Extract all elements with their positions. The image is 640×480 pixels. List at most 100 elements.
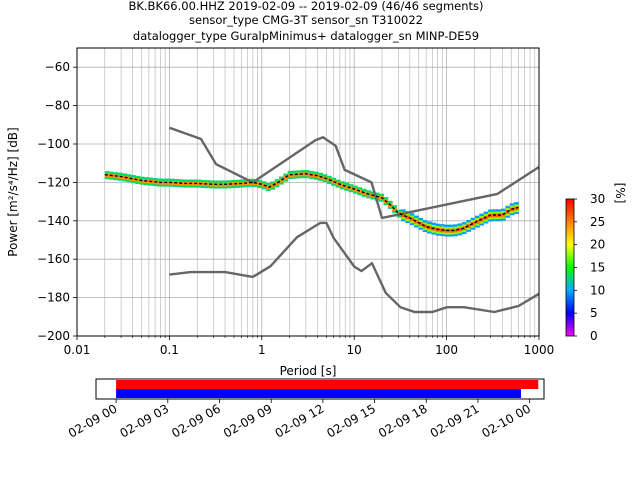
- histogram-cell: [309, 176, 315, 179]
- histogram-cell: [427, 227, 432, 230]
- histogram-cell: [287, 172, 293, 176]
- histogram-cell: [200, 179, 206, 183]
- histogram-cell: [466, 221, 472, 225]
- histogram-cell: [379, 197, 384, 200]
- histogram-cell: [479, 217, 485, 220]
- y-tick-label: −80: [45, 99, 70, 113]
- histogram-cell: [431, 224, 437, 227]
- histogram-cell: [278, 180, 284, 183]
- histogram-cell: [361, 190, 367, 193]
- histogram-cell: [501, 210, 506, 213]
- histogram-cell: [461, 225, 467, 229]
- histogram-cell: [339, 185, 345, 188]
- histogram-cell: [174, 184, 180, 188]
- histogram-cell: [261, 181, 267, 184]
- histogram-cell: [453, 226, 458, 229]
- histogram-cell: [309, 172, 315, 176]
- histogram-cell: [274, 179, 280, 182]
- histogram-cell: [396, 209, 402, 212]
- histogram-cell: [165, 178, 171, 181]
- histogram-cell: [418, 217, 424, 221]
- histogram-cell: [213, 180, 219, 183]
- histogram-cell: [161, 182, 167, 185]
- histogram-cell: [191, 185, 197, 188]
- histogram-cell: [196, 181, 202, 184]
- histogram-cell: [366, 194, 371, 197]
- histogram-cell: [239, 181, 245, 184]
- histogram-cell: [326, 179, 332, 183]
- histogram-cell: [509, 210, 515, 214]
- x-tick-label: 1000: [524, 343, 555, 357]
- histogram-cell: [431, 228, 437, 231]
- histogram-cell: [144, 177, 149, 180]
- histogram-cell: [479, 221, 485, 224]
- histogram-cell: [200, 181, 206, 185]
- histogram-cell: [157, 178, 162, 181]
- histogram-cell: [187, 181, 193, 184]
- histogram-cell: [370, 193, 376, 196]
- histogram-cell: [357, 191, 363, 194]
- histogram-cell: [161, 178, 167, 181]
- histogram-cell: [274, 184, 280, 188]
- y-tick-label: −160: [37, 252, 70, 266]
- histogram-cell: [178, 183, 184, 186]
- timeline-tick-label: 02-09 15: [324, 401, 378, 440]
- histogram-cell: [496, 213, 502, 216]
- histogram-cell: [191, 183, 197, 186]
- histogram-cell: [248, 182, 254, 185]
- histogram-cell: [113, 172, 119, 175]
- histogram-cell: [200, 183, 206, 187]
- histogram-cell: [440, 231, 445, 235]
- histogram-cell: [409, 215, 415, 218]
- histogram-cell: [379, 199, 384, 202]
- histogram-cell: [326, 177, 332, 181]
- histogram-cell: [309, 174, 315, 178]
- histogram-cell: [200, 185, 206, 188]
- histogram-cell: [418, 221, 424, 225]
- histogram-cell: [187, 185, 193, 188]
- title-line-1: BK.BK66.00.HHZ 2019-02-09 -- 2019-02-09 …: [128, 0, 483, 13]
- histogram-cell: [448, 232, 454, 235]
- histogram-cell: [261, 187, 267, 190]
- histogram-cell: [400, 215, 406, 218]
- colorbar-ticks: 0 5 10 15 20 25 30: [574, 192, 605, 343]
- y-tick-label: −60: [45, 60, 70, 74]
- histogram-cell: [244, 181, 249, 184]
- histogram-cell: [148, 177, 154, 180]
- histogram-cell: [453, 228, 458, 231]
- histogram-cell: [509, 205, 515, 208]
- histogram-cell: [148, 181, 154, 184]
- histogram-cell: [226, 184, 232, 187]
- histogram-cell: [396, 211, 402, 214]
- x-axis-ticks: 0.01 0.1 1 10 100 1000: [64, 336, 555, 357]
- histogram-cell: [165, 184, 171, 187]
- histogram-cell: [387, 206, 393, 209]
- histogram-cell: [165, 180, 171, 183]
- histogram-cell: [244, 182, 249, 186]
- histogram-cell: [509, 209, 515, 212]
- histogram-cell: [135, 175, 141, 179]
- histogram-cell: [453, 224, 458, 227]
- histogram-cell: [379, 195, 384, 198]
- histogram-cell: [183, 181, 188, 184]
- histogram-cell: [492, 211, 498, 214]
- histogram-cell: [231, 185, 236, 189]
- histogram-cell: [331, 181, 337, 184]
- histogram-cell: [440, 226, 445, 229]
- histogram-cell: [183, 185, 188, 188]
- histogram-cell: [440, 224, 445, 227]
- histogram-cell: [157, 182, 162, 185]
- histogram-cell: [405, 215, 411, 218]
- title-line-3: datalogger_type GuralpMinimus+ datalogge…: [133, 29, 479, 43]
- histogram-cell: [496, 216, 502, 220]
- histogram-cell: [483, 221, 489, 224]
- histogram-cell: [370, 197, 376, 200]
- histogram-cell: [501, 208, 506, 211]
- timeline-tick-label: 02-09 21: [428, 401, 482, 440]
- histogram-cell: [470, 223, 476, 226]
- histogram-cell: [422, 227, 428, 231]
- histogram-cell: [292, 174, 297, 177]
- timeline-tick-label: 02-10 00: [479, 401, 533, 440]
- histogram-cell: [479, 219, 485, 222]
- colorbar-tick-label: 5: [590, 306, 598, 320]
